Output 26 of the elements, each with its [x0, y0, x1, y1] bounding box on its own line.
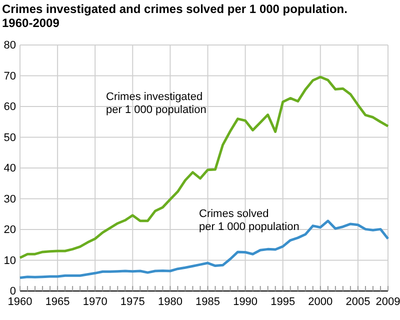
- y-tick-label: 60: [4, 101, 16, 114]
- text: Crimes investigated per 1 000 population: [106, 91, 206, 116]
- x-tick-label: 1985: [196, 296, 220, 308]
- y-tick-label: 40: [4, 162, 16, 175]
- y-tick-label: 70: [4, 70, 16, 82]
- y-tick-label: 0: [10, 286, 16, 298]
- x-tick-label: 2000: [308, 296, 333, 308]
- y-tick-label: 30: [4, 193, 16, 206]
- x-tick-label: 1990: [233, 296, 258, 308]
- y-tick-label: 50: [4, 132, 16, 144]
- series-label: Crimes solved per 1 000 population: [199, 208, 300, 233]
- x-tick-label: 1965: [45, 296, 70, 308]
- x-tick-label: 2009: [376, 296, 400, 308]
- x-tick-label: 1970: [82, 296, 108, 308]
- x-tick-label: 1960: [8, 296, 32, 308]
- x-tick-label: 1975: [120, 296, 145, 308]
- y-tick-label: 10: [4, 254, 16, 267]
- y-tick-label: 20: [4, 224, 16, 236]
- x-tick-label: 2005: [346, 296, 370, 308]
- x-tick-label: 1995: [270, 296, 296, 308]
- chart-subtitle: 1960-2009: [2, 16, 60, 30]
- line-series: [18, 220, 390, 280]
- y-tick-label: 80: [4, 40, 16, 52]
- line-series: [18, 76, 390, 260]
- chart-title: Crimes investigated and crimes solved per 1 000 population.: [2, 2, 348, 16]
- x-tick-label: 1980: [158, 296, 182, 308]
